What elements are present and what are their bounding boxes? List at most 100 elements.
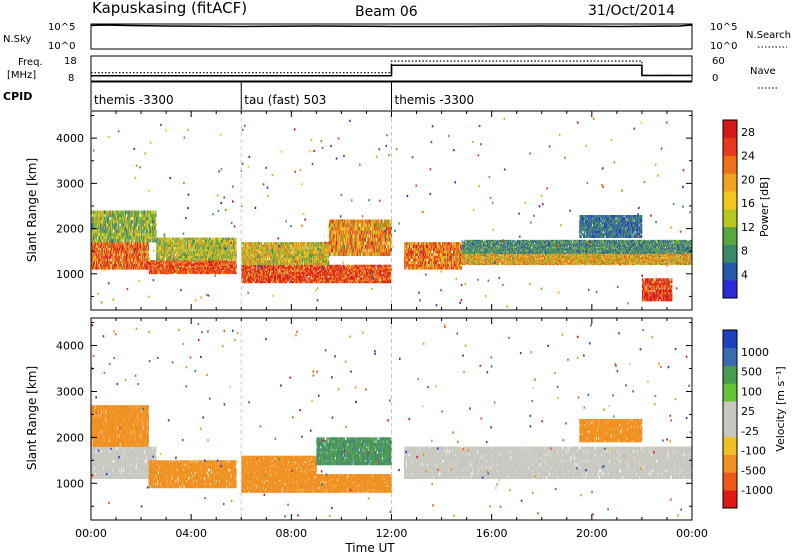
- heatmap-cell: [127, 258, 129, 262]
- heatmap-cell: [130, 220, 132, 224]
- heatmap-cell: [96, 242, 98, 246]
- heatmap-cell: [121, 235, 123, 240]
- heatmap-cell: [120, 244, 122, 248]
- heatmap-cell: [105, 263, 107, 267]
- heatmap-cell: [124, 226, 126, 230]
- heatmap-cell: [128, 210, 130, 214]
- heatmap-cell: [148, 262, 150, 265]
- heatmap-cell: [104, 253, 106, 257]
- heatmap-cell: [106, 258, 107, 262]
- heatmap-cell: [173, 272, 175, 275]
- heatmap-cell: [129, 255, 131, 259]
- heatmap-cell: [138, 242, 140, 246]
- heatmap-cell: [111, 266, 112, 270]
- heatmap-cell: [154, 264, 156, 266]
- heatmap-cell: [122, 242, 124, 246]
- heatmap-cell: [119, 266, 121, 270]
- heatmap-cell: [94, 210, 96, 214]
- heatmap-cell: [164, 267, 165, 269]
- heatmap-cell: [95, 216, 97, 221]
- heatmap-cell: [104, 229, 106, 233]
- heatmap-cell: [137, 263, 139, 267]
- heatmap-cell: [96, 213, 98, 218]
- heatmap-cell: [128, 253, 130, 257]
- heatmap-cell: [131, 226, 133, 230]
- heatmap-cell: [156, 260, 158, 262]
- heatmap-cell: [157, 246, 159, 250]
- heatmap-cell: [120, 242, 122, 246]
- heatmap-cell: [174, 257, 176, 261]
- heatmap-cell: [146, 253, 148, 257]
- heatmap-cell: [145, 253, 147, 257]
- heatmap-cell: [170, 267, 172, 269]
- heatmap-cell: [144, 266, 146, 270]
- heatmap-cell: [102, 242, 104, 246]
- heatmap-cell: [116, 220, 117, 224]
- heatmap-cell: [105, 255, 107, 259]
- heatmap-cell: [147, 229, 149, 233]
- heatmap-cell: [97, 216, 99, 221]
- heatmap-cell: [128, 247, 130, 251]
- heatmap-cell: [110, 238, 111, 243]
- heatmap-cell: [121, 238, 123, 243]
- heatmap-cell: [198, 248, 199, 252]
- heatmap-cell: [150, 269, 152, 272]
- heatmap-cell: [139, 242, 140, 246]
- heatmap-cell: [99, 220, 101, 224]
- heatmap-cell: [135, 261, 137, 265]
- heatmap-cell: [141, 250, 143, 254]
- heatmap-cell: [99, 255, 101, 259]
- heatmap-cell: [155, 272, 157, 275]
- heatmap-cell: [159, 265, 161, 268]
- heatmap-cell: [159, 262, 161, 265]
- heatmap-cell: [177, 239, 179, 243]
- heatmap-cell: [147, 213, 149, 218]
- heatmap-cell: [151, 269, 153, 272]
- heatmap-cell: [123, 226, 125, 230]
- heatmap-cell: [113, 253, 115, 257]
- heatmap-cell: [161, 264, 163, 266]
- heatmap-cell: [154, 260, 156, 262]
- heatmap-cell: [121, 216, 122, 221]
- heatmap-cell: [107, 242, 109, 246]
- heatmap-cell: [105, 210, 107, 214]
- heatmap-cell: [100, 216, 102, 221]
- heatmap-cell: [127, 255, 129, 259]
- heatmap-cell: [165, 268, 167, 271]
- heatmap-cell: [191, 248, 193, 252]
- heatmap-cell: [217, 248, 218, 252]
- heatmap-cell: [150, 210, 152, 214]
- heatmap-cell: [116, 250, 117, 254]
- heatmap-cell: [149, 268, 151, 271]
- heatmap-cell: [145, 223, 147, 227]
- heatmap-cell: [107, 242, 108, 246]
- heatmap-cell: [118, 250, 120, 254]
- heatmap-cell: [164, 239, 166, 243]
- heatmap-cell: [103, 255, 105, 259]
- heatmap-cell: [166, 267, 168, 269]
- heatmap-cell: [122, 250, 124, 254]
- heatmap-cell: [156, 255, 157, 259]
- heatmap-cell: [99, 235, 101, 240]
- heatmap-cell: [166, 264, 168, 266]
- heatmap-cell: [137, 216, 139, 221]
- heatmap-cell: [134, 244, 136, 248]
- heatmap-cell: [131, 253, 133, 257]
- heatmap-cell: [142, 238, 144, 243]
- heatmap-cell: [140, 238, 142, 243]
- heatmap-cell: [112, 216, 114, 221]
- heatmap-cell: [132, 223, 134, 227]
- heatmap-cell: [168, 272, 169, 275]
- heatmap-cell: [94, 223, 96, 227]
- heatmap-cell: [144, 258, 145, 262]
- heatmap-cell: [105, 210, 106, 214]
- heatmap-cell: [151, 213, 152, 218]
- heatmap-cell: [141, 266, 143, 270]
- heatmap-cell: [118, 210, 120, 214]
- heatmap-cell: [97, 232, 99, 237]
- heatmap-cell: [147, 226, 149, 230]
- heatmap-cell: [151, 260, 153, 262]
- heatmap-cell: [92, 255, 94, 259]
- heatmap-cell: [132, 235, 134, 240]
- heatmap-cell: [124, 238, 126, 243]
